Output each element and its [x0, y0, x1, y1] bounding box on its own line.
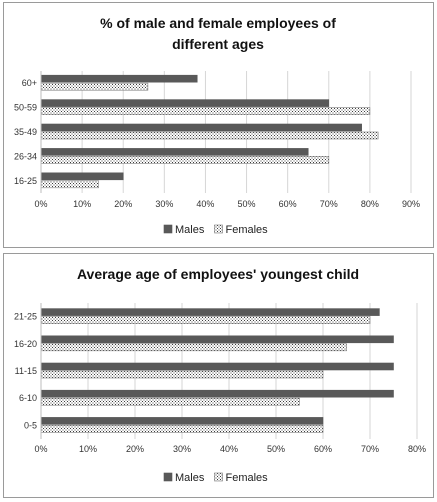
- category-label: 11-15: [15, 366, 37, 376]
- bar-males-26-34: [40, 148, 309, 156]
- bar-females-11-15: [40, 370, 324, 379]
- x-tick-label: 20%: [126, 444, 144, 454]
- chart-panel-employees-ages: % of male and female employees of differe…: [3, 2, 434, 248]
- x-tick-label: 70%: [320, 199, 338, 209]
- x-tick-label: 10%: [79, 444, 97, 454]
- bar-females-16-25: [40, 180, 99, 189]
- legend-swatch-females: [214, 472, 223, 482]
- x-tick-label: 0%: [34, 444, 47, 454]
- bar-males-0-5: [40, 417, 324, 425]
- legend-swatch-males: [163, 472, 173, 482]
- category-label: 26-34: [14, 151, 37, 161]
- bar-males-50-59: [40, 99, 330, 107]
- category-label: 21-25: [14, 312, 37, 322]
- chart-employees-ages: % of male and female employees of differe…: [14, 15, 420, 236]
- x-tick-label: 20%: [114, 199, 132, 209]
- legend-label-males: Males: [175, 224, 205, 236]
- category-label: 0-5: [24, 420, 37, 430]
- bar-males-16-20: [40, 335, 394, 344]
- x-tick-label: 80%: [361, 199, 379, 209]
- x-tick-label: 60%: [314, 444, 332, 454]
- category-label: 16-20: [14, 339, 37, 349]
- chart-title-line: Average age of employees' youngest child: [77, 266, 359, 282]
- x-tick-label: 60%: [279, 199, 297, 209]
- bar-males-6-10: [40, 389, 394, 398]
- x-tick-label: 50%: [267, 444, 285, 454]
- bar-males-35-49: [40, 123, 362, 132]
- category-label: 6-10: [19, 393, 37, 403]
- bar-males-16-25: [40, 172, 124, 181]
- legend-label-males: Males: [175, 472, 205, 484]
- x-tick-label: 80%: [408, 444, 426, 454]
- bar-females-60: [40, 82, 149, 91]
- category-label: 50-59: [14, 103, 37, 113]
- x-tick-label: 70%: [361, 444, 379, 454]
- chart-panel-youngest-child: Average age of employees' youngest child…: [3, 253, 434, 498]
- x-tick-label: 40%: [196, 199, 214, 209]
- legend-label-females: Females: [226, 472, 269, 484]
- x-tick-label: 30%: [173, 444, 191, 454]
- bar-males-60: [40, 74, 198, 83]
- bar-females-35-49: [40, 131, 379, 140]
- category-label: 35-49: [14, 127, 37, 137]
- bar-females-0-5: [40, 425, 324, 433]
- bar-females-26-34: [40, 156, 330, 164]
- bar-females-50-59: [40, 107, 371, 115]
- chart-title-line: different ages: [172, 36, 264, 52]
- x-tick-label: 40%: [220, 444, 238, 454]
- x-tick-label: 90%: [402, 199, 420, 209]
- chart-youngest-child: Average age of employees' youngest child…: [14, 266, 426, 484]
- category-label: 16-25: [14, 176, 37, 186]
- chart-title-line: % of male and female employees of: [100, 15, 336, 31]
- bar-females-16-20: [40, 343, 347, 352]
- x-tick-label: 30%: [155, 199, 173, 209]
- legend-label-females: Females: [226, 224, 269, 236]
- category-label: 60+: [22, 78, 37, 88]
- legend-swatch-females: [214, 224, 223, 234]
- bar-females-21-25: [40, 316, 371, 324]
- legend-swatch-males: [163, 224, 173, 234]
- x-tick-label: 50%: [238, 199, 256, 209]
- bar-males-21-25: [40, 308, 380, 316]
- bar-females-6-10: [40, 397, 300, 406]
- bar-males-11-15: [40, 362, 394, 371]
- x-tick-label: 0%: [34, 199, 47, 209]
- x-tick-label: 10%: [73, 199, 91, 209]
